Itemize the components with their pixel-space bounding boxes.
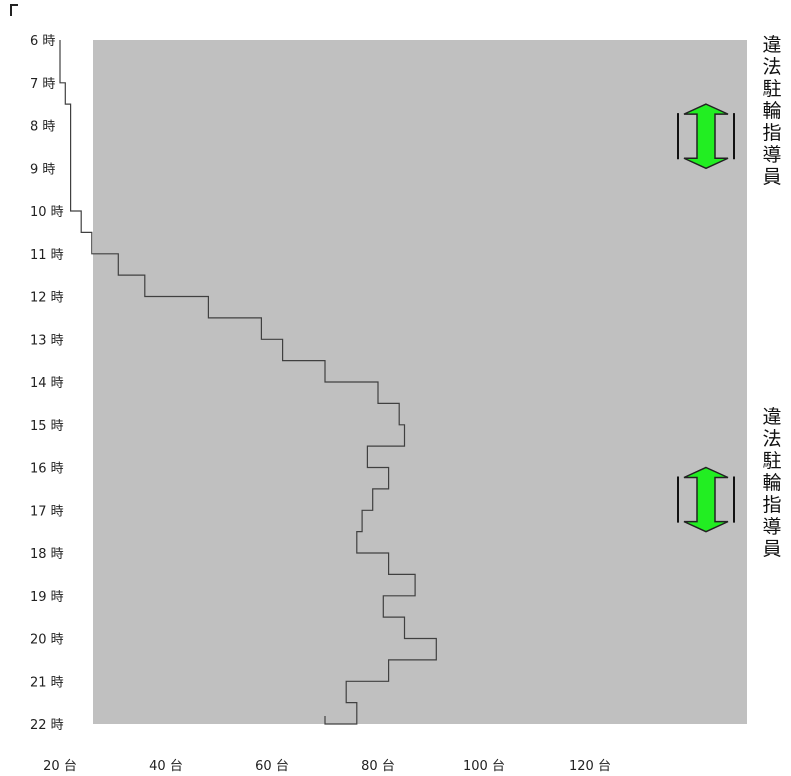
- y-tick-label: 7 時: [30, 77, 55, 92]
- y-tick-label: 17 時: [30, 504, 64, 519]
- series-line: [59, 40, 437, 725]
- y-tick-label: 14 時: [30, 376, 64, 391]
- x-tick-label: 40 台: [149, 759, 183, 774]
- y-label-strip: [50, 70, 93, 95]
- y-label-strip: [50, 583, 93, 608]
- x-tick-label: 80 台: [361, 759, 395, 774]
- annotation-illegal-parking-guide-1: 違法駐輪指導員: [762, 34, 782, 188]
- y-tick-label: 8 時: [30, 120, 55, 135]
- y-tick-label: 10 時: [30, 205, 64, 220]
- y-tick-label: 9 時: [30, 162, 55, 177]
- double-arrow-icon: [683, 466, 729, 533]
- y-label-strip: [50, 327, 93, 352]
- y-label-strip: [50, 284, 93, 309]
- y-label-strip: [50, 156, 93, 181]
- y-label-strip: [50, 498, 93, 523]
- x-tick-label: 120 台: [569, 759, 611, 774]
- y-label-strip: [50, 241, 93, 266]
- y-label-strip: [50, 455, 93, 480]
- y-tick-label: 16 時: [30, 462, 64, 477]
- y-tick-label: 20 時: [30, 633, 64, 648]
- y-tick-label: 21 時: [30, 675, 64, 690]
- y-tick-label: 18 時: [30, 547, 64, 562]
- y-label-strip: [50, 370, 93, 394]
- y-label-strip: [50, 113, 93, 138]
- x-tick-label: 100 台: [463, 759, 505, 774]
- y-tick-label: 11 時: [30, 248, 64, 263]
- y-axis-label-strips: [50, 70, 93, 694]
- y-tick-label: 12 時: [30, 291, 64, 306]
- y-label-strip: [50, 541, 93, 565]
- y-tick-label: 13 時: [30, 333, 64, 348]
- y-tick-label: 22 時: [30, 718, 64, 733]
- y-tick-label: 19 時: [30, 590, 64, 605]
- x-axis-labels: 20 台 40 台 60 台 80 台 100 台 120 台: [43, 759, 611, 774]
- y-axis-labels: 6 時 7 時 8 時 9 時 10 時 11 時 12 時 13 時 14 時 15 時 16 時…: [30, 34, 64, 733]
- x-tick-label: 20 台: [43, 759, 77, 774]
- y-label-strip: [50, 412, 93, 437]
- y-label-strip: [50, 669, 93, 694]
- y-tick-label: 6 時: [30, 34, 55, 49]
- annotation-arrows: [677, 103, 735, 533]
- x-tick-label: 60 台: [255, 759, 289, 774]
- y-tick-label: 15 時: [30, 419, 64, 434]
- y-label-strip: [50, 626, 93, 651]
- annotation-illegal-parking-guide-2: 違法駐輪指導員: [762, 406, 782, 560]
- plot-area: [93, 40, 747, 724]
- double-arrow-icon: [683, 103, 729, 170]
- corner-mark: [10, 4, 18, 16]
